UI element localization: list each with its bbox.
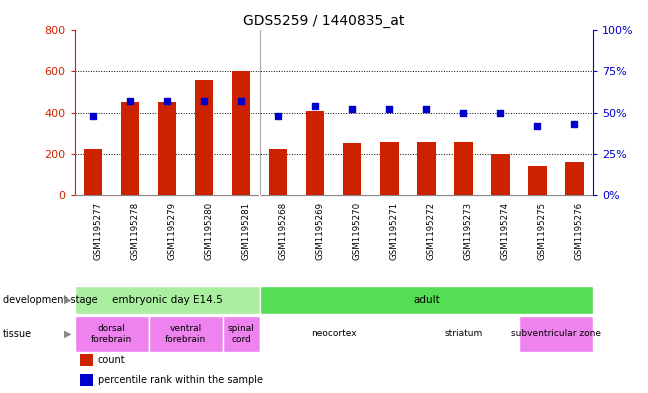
- Text: development stage: development stage: [3, 295, 98, 305]
- Bar: [232, 71, 250, 195]
- Point: [88, 113, 98, 119]
- Point: [125, 98, 135, 104]
- Bar: [528, 166, 547, 195]
- Bar: [454, 142, 472, 195]
- Text: GSM1195277: GSM1195277: [93, 202, 102, 260]
- Point: [347, 106, 358, 112]
- Text: striatum: striatum: [444, 329, 483, 338]
- Text: adult: adult: [413, 295, 439, 305]
- Text: GSM1195274: GSM1195274: [500, 202, 509, 260]
- Bar: [343, 143, 362, 195]
- Text: GSM1195271: GSM1195271: [389, 202, 399, 260]
- Text: count: count: [98, 355, 126, 365]
- Bar: [491, 154, 509, 195]
- Text: GSM1195273: GSM1195273: [463, 202, 472, 260]
- Text: spinal
cord: spinal cord: [227, 324, 255, 344]
- Text: GSM1195279: GSM1195279: [167, 202, 176, 260]
- Bar: [80, 374, 93, 386]
- Bar: [269, 149, 288, 195]
- Text: ▶: ▶: [64, 329, 71, 339]
- Bar: [380, 142, 399, 195]
- Bar: [306, 112, 325, 195]
- Text: subventricular zone: subventricular zone: [511, 329, 601, 338]
- Point: [532, 123, 542, 129]
- Point: [199, 98, 209, 104]
- Text: GSM1195268: GSM1195268: [278, 202, 287, 260]
- Bar: [408, 316, 519, 352]
- Text: GSM1195269: GSM1195269: [315, 202, 324, 260]
- Text: GSM1195281: GSM1195281: [241, 202, 250, 260]
- Text: percentile rank within the sample: percentile rank within the sample: [98, 375, 263, 385]
- Bar: [121, 102, 139, 195]
- Point: [310, 103, 320, 109]
- Point: [273, 113, 283, 119]
- Text: GSM1195276: GSM1195276: [574, 202, 583, 260]
- Text: embryonic day E14.5: embryonic day E14.5: [111, 295, 222, 305]
- Bar: [417, 142, 435, 195]
- Bar: [84, 149, 102, 195]
- Point: [458, 109, 469, 116]
- Point: [384, 106, 395, 112]
- Point: [495, 109, 505, 116]
- Text: GSM1195270: GSM1195270: [353, 202, 361, 260]
- Text: tissue: tissue: [3, 329, 32, 339]
- Bar: [158, 102, 176, 195]
- Text: ventral
forebrain: ventral forebrain: [165, 324, 206, 344]
- Text: neocortex: neocortex: [311, 329, 356, 338]
- Point: [421, 106, 432, 112]
- Text: GSM1195280: GSM1195280: [204, 202, 213, 260]
- Point: [236, 98, 246, 104]
- Text: GSM1195272: GSM1195272: [426, 202, 435, 260]
- Bar: [148, 316, 223, 352]
- Bar: [75, 286, 260, 314]
- Bar: [195, 79, 213, 195]
- Bar: [80, 354, 93, 366]
- Bar: [260, 286, 593, 314]
- Text: dorsal
forebrain: dorsal forebrain: [91, 324, 132, 344]
- Bar: [519, 316, 593, 352]
- Text: GSM1195278: GSM1195278: [130, 202, 139, 260]
- Text: GSM1195275: GSM1195275: [537, 202, 546, 260]
- Point: [162, 98, 172, 104]
- Bar: [75, 316, 148, 352]
- Text: ▶: ▶: [64, 295, 71, 305]
- Bar: [565, 162, 584, 195]
- Text: GDS5259 / 1440835_at: GDS5259 / 1440835_at: [243, 14, 405, 28]
- Bar: [260, 316, 408, 352]
- Bar: [223, 316, 260, 352]
- Point: [569, 121, 579, 127]
